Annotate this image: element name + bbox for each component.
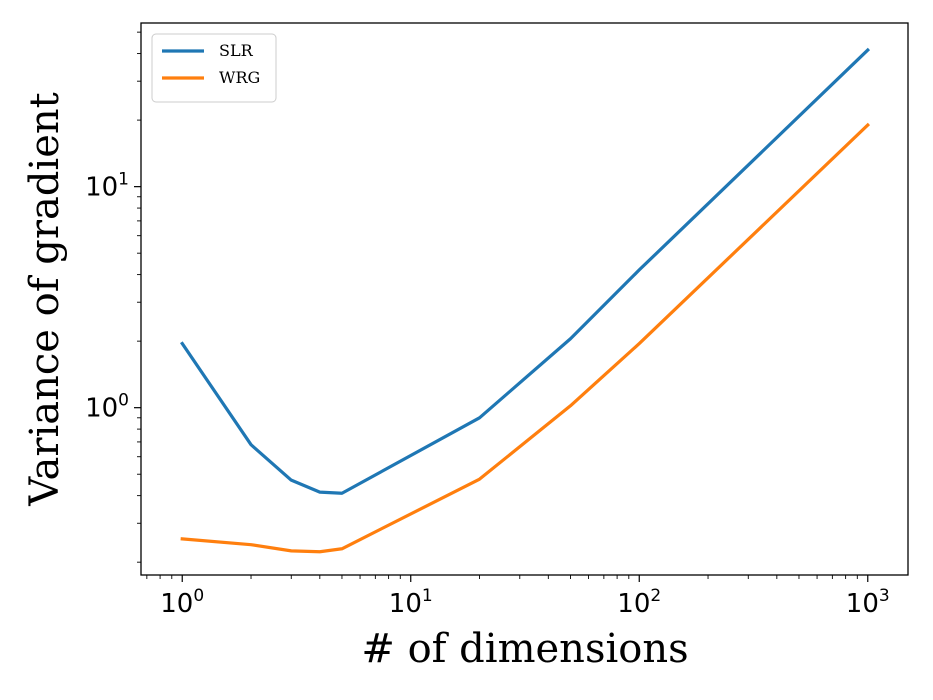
tick-layer bbox=[134, 31, 869, 582]
x-tick-label: 102 bbox=[617, 586, 661, 619]
x-tick-label: 103 bbox=[846, 586, 890, 619]
y-axis-label: Variance of gradient bbox=[22, 92, 68, 506]
legend-label-slr: SLR bbox=[219, 41, 254, 60]
x-tick-label: 100 bbox=[160, 586, 204, 619]
y-tick-labels: 100 101 bbox=[85, 170, 129, 424]
x-axis-label: # of dimensions bbox=[361, 626, 688, 672]
series-line-slr bbox=[180, 47, 871, 495]
x-tick-label: 101 bbox=[389, 586, 433, 619]
series-layer bbox=[180, 47, 871, 554]
plot-frame bbox=[140, 22, 909, 576]
legend: SLR WRG bbox=[151, 33, 277, 103]
plot-area bbox=[141, 23, 908, 575]
legend-label-wrg: WRG bbox=[219, 68, 260, 87]
x-tick-labels: 100 101 102 103 bbox=[160, 586, 889, 619]
series-line-wrg bbox=[180, 122, 871, 554]
y-tick-label: 100 bbox=[85, 391, 129, 424]
y-tick-label: 101 bbox=[85, 170, 129, 203]
